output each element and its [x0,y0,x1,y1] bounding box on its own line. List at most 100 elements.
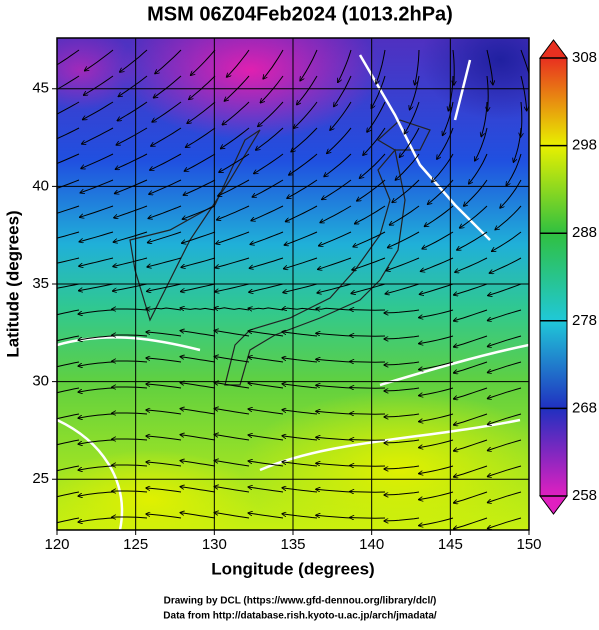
warm-area [240,390,529,530]
streamline [318,257,352,269]
streamline [454,491,488,503]
streamline [57,517,80,524]
streamline [147,283,182,291]
streamline [350,518,386,519]
streamline [227,49,250,77]
streamline [248,461,284,467]
streamline [454,309,488,321]
x-tick-label: 140 [359,536,384,553]
y-tick-label: 30 [32,373,49,390]
streamline [181,283,216,292]
streamline [248,487,284,493]
streamline [57,387,80,394]
streamline [384,413,420,417]
streamline [350,440,386,441]
colorbar-tick-label: 288 [572,224,597,241]
streamline [260,75,284,103]
x-tick-label: 150 [516,536,541,553]
streamline [350,388,386,389]
streamline [363,127,386,155]
streamline [490,257,522,273]
streamline [500,179,522,208]
streamline [454,387,488,399]
streamline [294,101,318,128]
streamline [248,308,284,310]
streamlines [57,49,529,529]
streamline [351,283,386,293]
streamline [282,384,318,389]
streamline [117,101,148,121]
colorbar-extend [539,39,568,59]
streamline [350,336,386,337]
streamline [376,49,386,84]
streamline [248,331,284,337]
streamline [81,153,114,168]
cold-area [57,38,140,110]
streamline [384,387,420,391]
streamline [300,49,318,81]
streamline [112,439,148,440]
streamline [322,179,352,199]
streamline [316,359,352,363]
streamline [215,308,250,310]
streamline [78,309,114,314]
streamline [390,205,420,225]
streamline [217,205,250,220]
streamline [79,283,114,291]
streamline [146,462,182,467]
streamline [57,49,80,66]
streamline [419,361,454,370]
streamline [464,179,488,206]
coastline [376,119,431,151]
streamline [384,517,420,521]
streamline [488,517,522,529]
streamline [297,75,318,105]
streamline [57,465,80,472]
streamline [78,361,114,366]
streamline [320,205,352,223]
streamline [57,439,80,446]
streamline [384,491,420,495]
streamline [384,309,420,313]
streamline [454,439,488,451]
streamline [214,435,250,441]
streamline [425,205,454,226]
streamline [367,101,386,132]
streamline [454,361,488,373]
streamline [191,49,216,75]
streamline [350,466,386,467]
streamline [147,257,182,267]
streamline [420,283,454,294]
streamline [316,437,352,441]
streamline [150,153,182,170]
streamline [316,333,352,337]
streamline [183,205,216,219]
colorbar-tick-label: 258 [572,487,597,504]
streamline [80,205,114,217]
colorbar-tick-label: 268 [572,399,597,416]
streamline [112,309,148,310]
streamline [155,49,182,74]
y-tick-label: 35 [32,275,49,292]
streamline [481,101,488,136]
streamline [57,491,80,498]
streamline [428,179,454,204]
streamline [146,514,182,519]
streamline [84,75,114,95]
streamline [120,49,148,72]
streamline [214,331,250,337]
streamline [215,283,250,292]
streamline [180,435,216,441]
streamline [78,465,114,470]
streamline [113,257,148,267]
streamline [254,153,284,174]
streamline [454,335,488,347]
streamline [282,488,318,493]
streamline [148,205,182,218]
streamline [455,257,488,272]
streamline [492,231,522,251]
y-axis-label: Latitude (degrees) [3,210,22,357]
colorbar-tick-label: 308 [572,49,597,66]
streamline [216,231,250,244]
